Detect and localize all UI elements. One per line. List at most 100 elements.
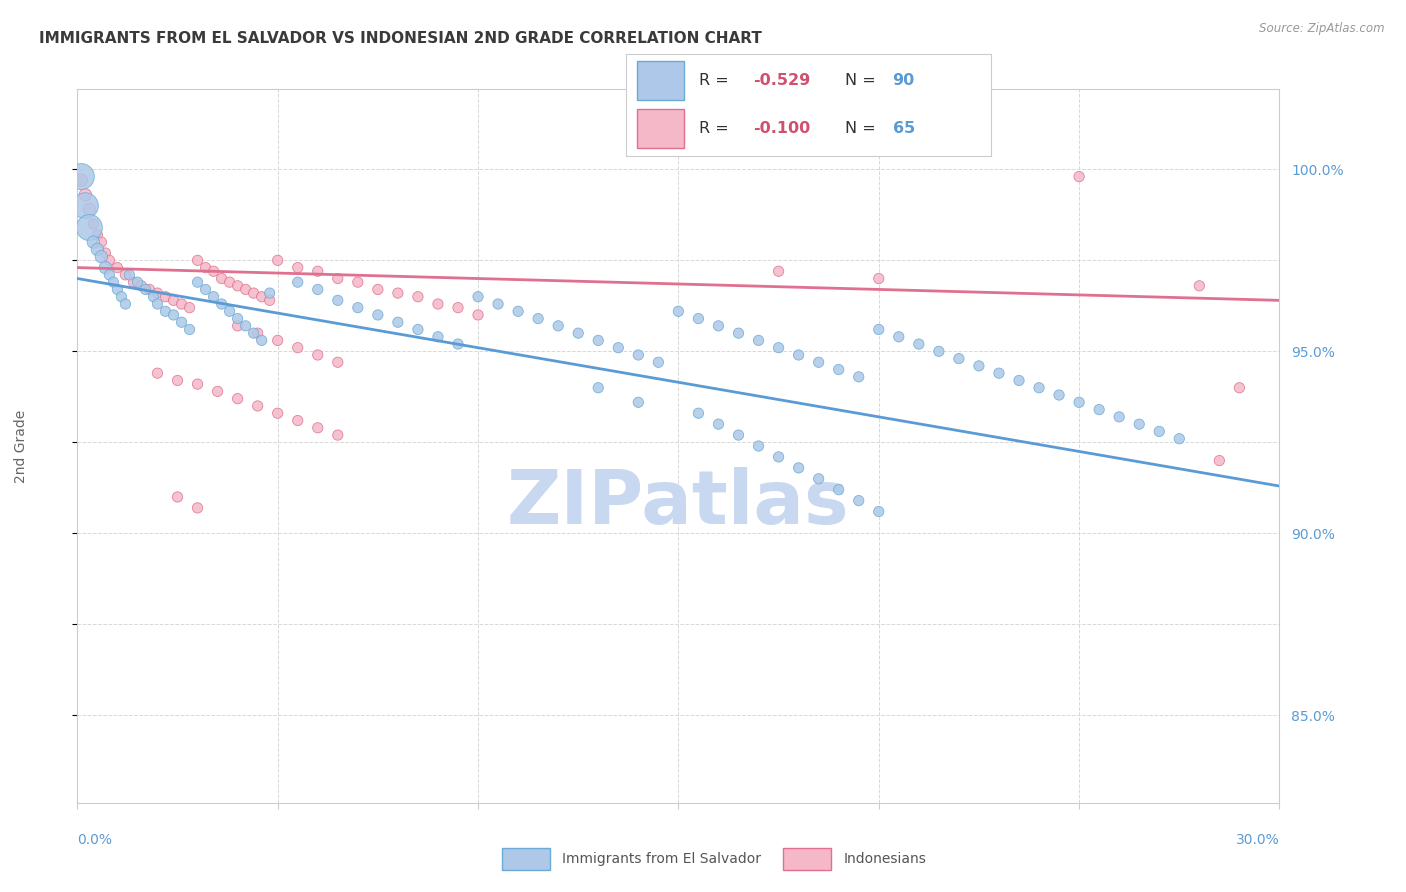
Point [187,377,209,392]
Point [90,250,112,264]
Point [155,304,177,318]
Point [235,282,257,296]
Point [75,187,97,202]
Point [868,322,890,336]
Text: 0.0%: 0.0% [77,833,112,847]
Point [107,282,129,296]
Point [347,275,370,289]
Point [138,282,160,296]
Point [187,275,209,289]
Point [127,275,149,289]
Point [868,504,890,518]
Point [242,286,264,301]
Point [70,169,93,184]
Point [162,308,184,322]
Point [868,271,890,285]
Point [307,282,329,296]
Point [1008,374,1031,388]
Point [748,439,770,453]
Point [1128,417,1150,432]
Point [848,493,870,508]
Point [79,202,101,217]
Point [748,334,770,348]
Point [82,217,104,231]
Point [242,326,264,340]
Point [828,362,851,376]
Point [235,318,257,333]
Point [467,308,489,322]
Point [567,326,589,340]
Point [259,286,281,301]
Point [1088,402,1111,417]
Point [70,173,93,187]
Point [86,227,108,242]
Point [547,318,569,333]
Point [287,275,309,289]
Point [259,293,281,308]
Point [103,275,125,289]
Point [607,341,630,355]
Text: Source: ZipAtlas.com: Source: ZipAtlas.com [1260,22,1385,36]
Point [668,304,690,318]
Point [367,308,389,322]
Bar [637,109,685,148]
Point [287,260,309,275]
Point [948,351,970,366]
Point [218,275,240,289]
Point [768,341,790,355]
Point [82,235,104,249]
Point [326,271,349,285]
Point [727,326,749,340]
Point [588,334,610,348]
Point [1208,453,1230,467]
Text: 2nd Grade: 2nd Grade [14,409,28,483]
Point [527,311,550,326]
Point [1168,432,1191,446]
Point [828,483,851,497]
Point [406,290,429,304]
Point [447,337,470,351]
Point [326,293,349,308]
Point [967,359,990,373]
Point [307,264,329,278]
Point [267,253,290,268]
Point [928,344,950,359]
Point [267,406,290,420]
Point [166,374,188,388]
Point [146,286,169,301]
Text: 90: 90 [893,72,915,87]
Point [707,417,730,432]
Text: R =: R = [699,121,728,136]
Point [94,260,117,275]
Point [90,235,112,249]
Point [86,243,108,257]
Point [179,301,201,315]
Point [94,246,117,260]
Point [588,381,610,395]
Point [211,297,233,311]
Point [202,264,225,278]
Text: 65: 65 [893,121,915,136]
Point [98,253,121,268]
Point [79,220,101,235]
Point [246,326,269,340]
Point [134,282,156,296]
Point [807,355,830,369]
Point [166,490,188,504]
Point [887,330,910,344]
Point [326,355,349,369]
Point [170,297,193,311]
Point [988,366,1011,380]
Bar [783,848,831,870]
Point [287,341,309,355]
Point [727,428,749,442]
Point [647,355,669,369]
Point [194,260,217,275]
Point [226,278,249,293]
Point [179,322,201,336]
Point [347,301,370,315]
Point [1028,381,1050,395]
Point [250,334,273,348]
Point [114,297,136,311]
Text: ZIPatlas: ZIPatlas [508,467,849,540]
